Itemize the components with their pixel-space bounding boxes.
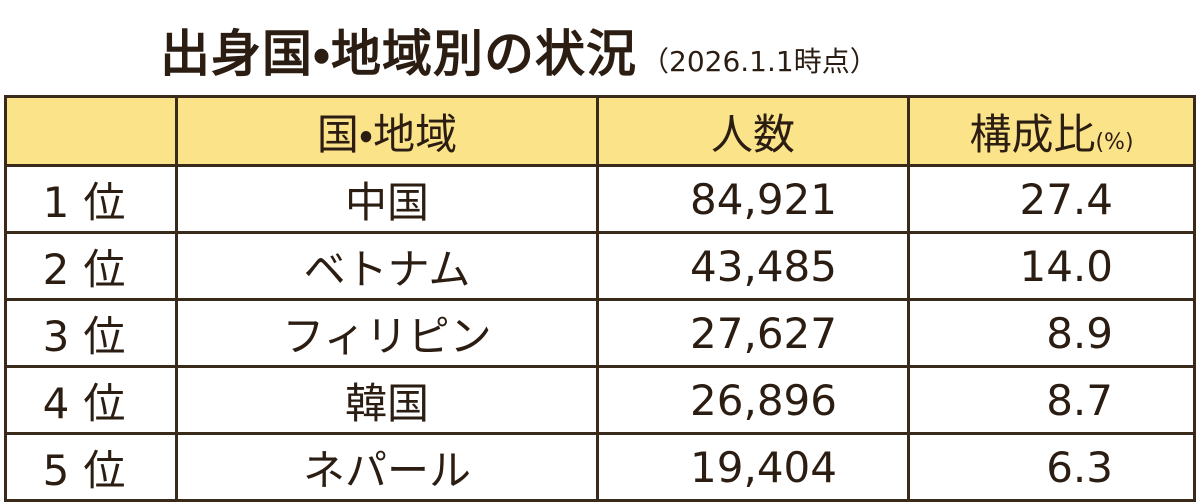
share: 14.0 xyxy=(907,231,1196,301)
count: 19,404 xyxy=(596,432,910,502)
header-cell: 構成比(%) xyxy=(907,95,1196,167)
subtitle: （2026.1.1時点） xyxy=(641,45,878,78)
header-row: 国・地域 人数 構成比(%) xyxy=(4,95,1196,167)
country: フィリピン xyxy=(175,298,599,368)
title: 出身国・地域別の状況 xyxy=(160,25,637,83)
count: 84,921 xyxy=(596,164,910,234)
header-cell: 人数 xyxy=(596,95,910,167)
rank: 4位 xyxy=(4,365,178,435)
table-row: 5位 ネパール 19,404 6.3 xyxy=(4,432,1196,502)
share: 6.3 xyxy=(907,432,1196,502)
share: 8.7 xyxy=(907,365,1196,435)
header-text: 構成比 xyxy=(969,109,1096,159)
country: ネパール xyxy=(175,432,599,502)
country: 韓国 xyxy=(175,365,599,435)
header-cell: 国・地域 xyxy=(175,95,599,167)
table-row: 2位 ベトナム 43,485 14.0 xyxy=(4,231,1196,301)
count: 43,485 xyxy=(596,231,910,301)
count: 27,627 xyxy=(596,298,910,368)
rank: 1位 xyxy=(4,164,178,234)
unit: (%) xyxy=(1095,129,1134,155)
country: 中国 xyxy=(175,164,599,234)
table-row: 4位 韓国 26,896 8.7 xyxy=(4,365,1196,435)
table-body: 1位 中国 84,921 27.4 2位 ベトナム 43,485 14.0 3位 フィリピン 27,… xyxy=(4,164,1196,502)
table-row: 1位 中国 84,921 27.4 xyxy=(4,164,1196,234)
table: 国・地域 人数 構成比(%) 1位 中国 84,921 27.4 2位 ベトナム 43,48… xyxy=(4,95,1196,502)
share: 27.4 xyxy=(907,164,1196,234)
table-row: 3位 フィリピン 27,627 8.9 xyxy=(4,298,1196,368)
count: 26,896 xyxy=(596,365,910,435)
rank: 3位 xyxy=(4,298,178,368)
rank: 2位 xyxy=(4,231,178,301)
title-block: 出身国・地域別の状況 （2026.1.1時点） xyxy=(160,14,878,94)
share: 8.9 xyxy=(907,298,1196,368)
header-cell xyxy=(4,95,178,167)
rank: 5位 xyxy=(4,432,178,502)
country: ベトナム xyxy=(175,231,599,301)
